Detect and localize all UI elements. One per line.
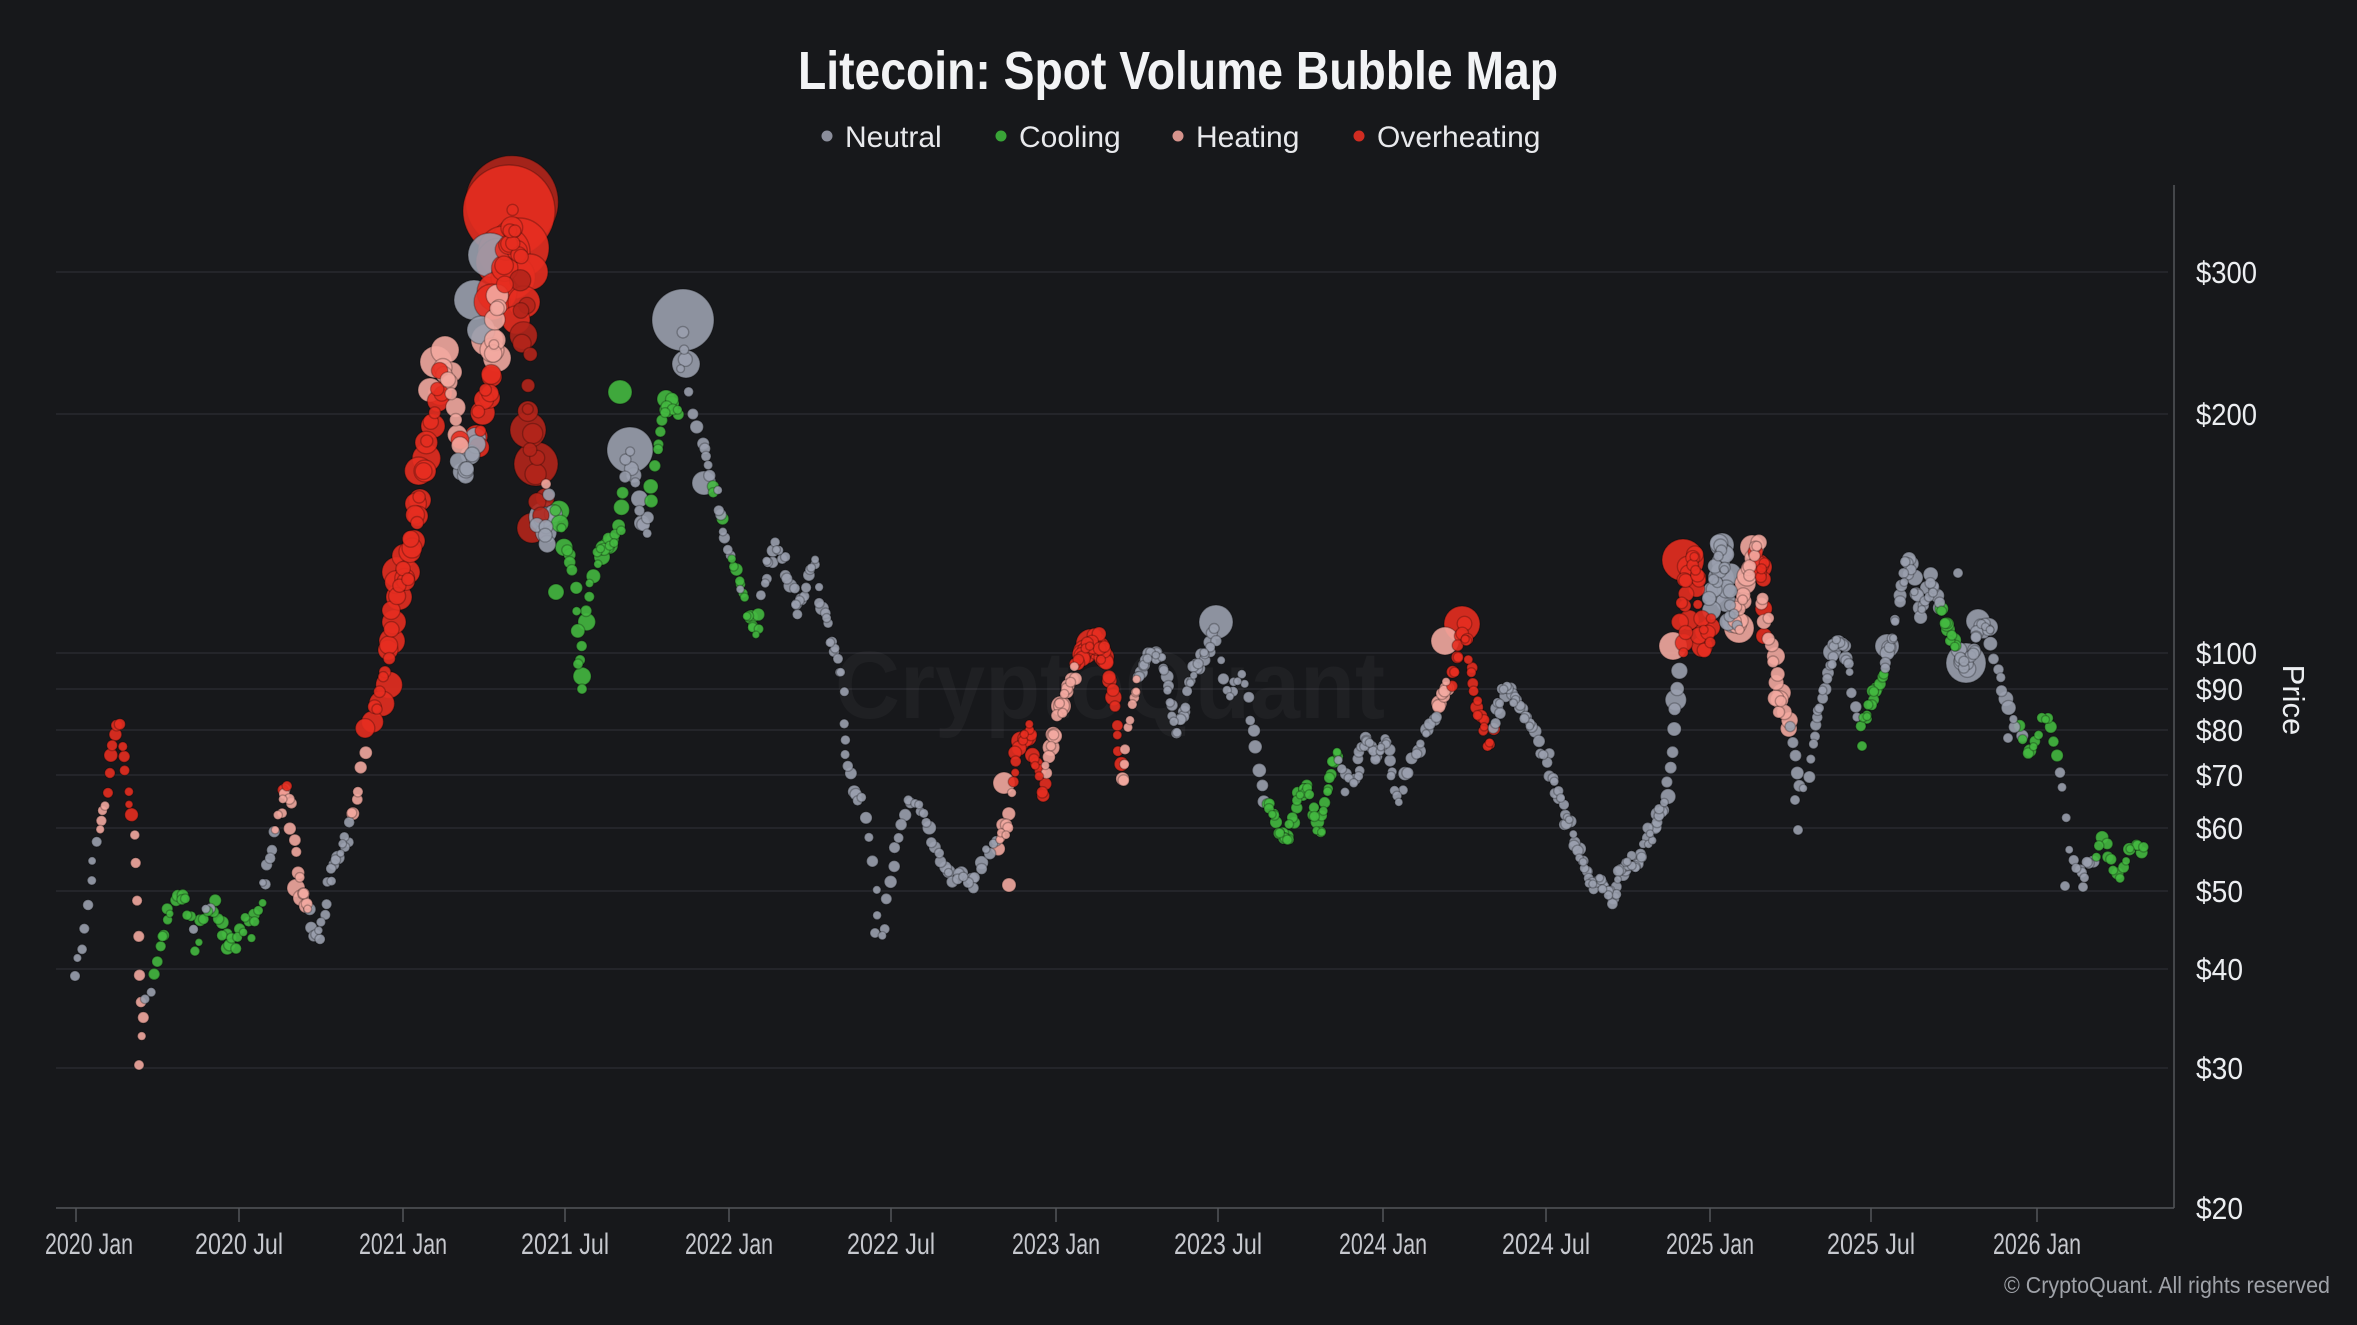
svg-text:2023 Jul: 2023 Jul <box>1174 1228 1262 1261</box>
svg-text:$70: $70 <box>2196 758 2243 793</box>
svg-text:$200: $200 <box>2196 397 2257 432</box>
svg-text:$100: $100 <box>2196 636 2257 671</box>
svg-text:2024 Jul: 2024 Jul <box>1502 1228 1590 1261</box>
svg-text:2020 Jul: 2020 Jul <box>195 1228 283 1261</box>
svg-text:$80: $80 <box>2196 713 2243 748</box>
svg-text:2024 Jan: 2024 Jan <box>1339 1228 1427 1261</box>
svg-text:$90: $90 <box>2196 672 2243 707</box>
svg-text:2020 Jan: 2020 Jan <box>45 1228 133 1261</box>
svg-text:$60: $60 <box>2196 811 2243 846</box>
svg-text:2022 Jul: 2022 Jul <box>847 1228 935 1261</box>
svg-text:Neutral: Neutral <box>845 121 942 154</box>
svg-text:2021 Jul: 2021 Jul <box>521 1228 609 1261</box>
svg-text:Cooling: Cooling <box>1019 121 1121 154</box>
svg-text:2021 Jan: 2021 Jan <box>359 1228 447 1261</box>
svg-text:Litecoin: Spot Volume Bubble M: Litecoin: Spot Volume Bubble Map <box>798 41 1558 101</box>
svg-text:$20: $20 <box>2196 1191 2243 1226</box>
svg-text:2023 Jan: 2023 Jan <box>1012 1228 1100 1261</box>
svg-text:$40: $40 <box>2196 952 2243 987</box>
svg-text:© CryptoQuant. All rights rese: © CryptoQuant. All rights reserved <box>2004 1272 2330 1298</box>
svg-text:2026 Jan: 2026 Jan <box>1993 1228 2081 1261</box>
svg-text:2022 Jan: 2022 Jan <box>685 1228 773 1261</box>
svg-text:Heating: Heating <box>1196 121 1299 154</box>
svg-text:$30: $30 <box>2196 1051 2243 1086</box>
svg-text:2025 Jan: 2025 Jan <box>1666 1228 1754 1261</box>
svg-text:$300: $300 <box>2196 255 2257 290</box>
svg-text:2025 Jul: 2025 Jul <box>1827 1228 1915 1261</box>
svg-text:Overheating: Overheating <box>1377 121 1540 154</box>
svg-text:$50: $50 <box>2196 874 2243 909</box>
svg-text:Price: Price <box>2276 665 2311 736</box>
